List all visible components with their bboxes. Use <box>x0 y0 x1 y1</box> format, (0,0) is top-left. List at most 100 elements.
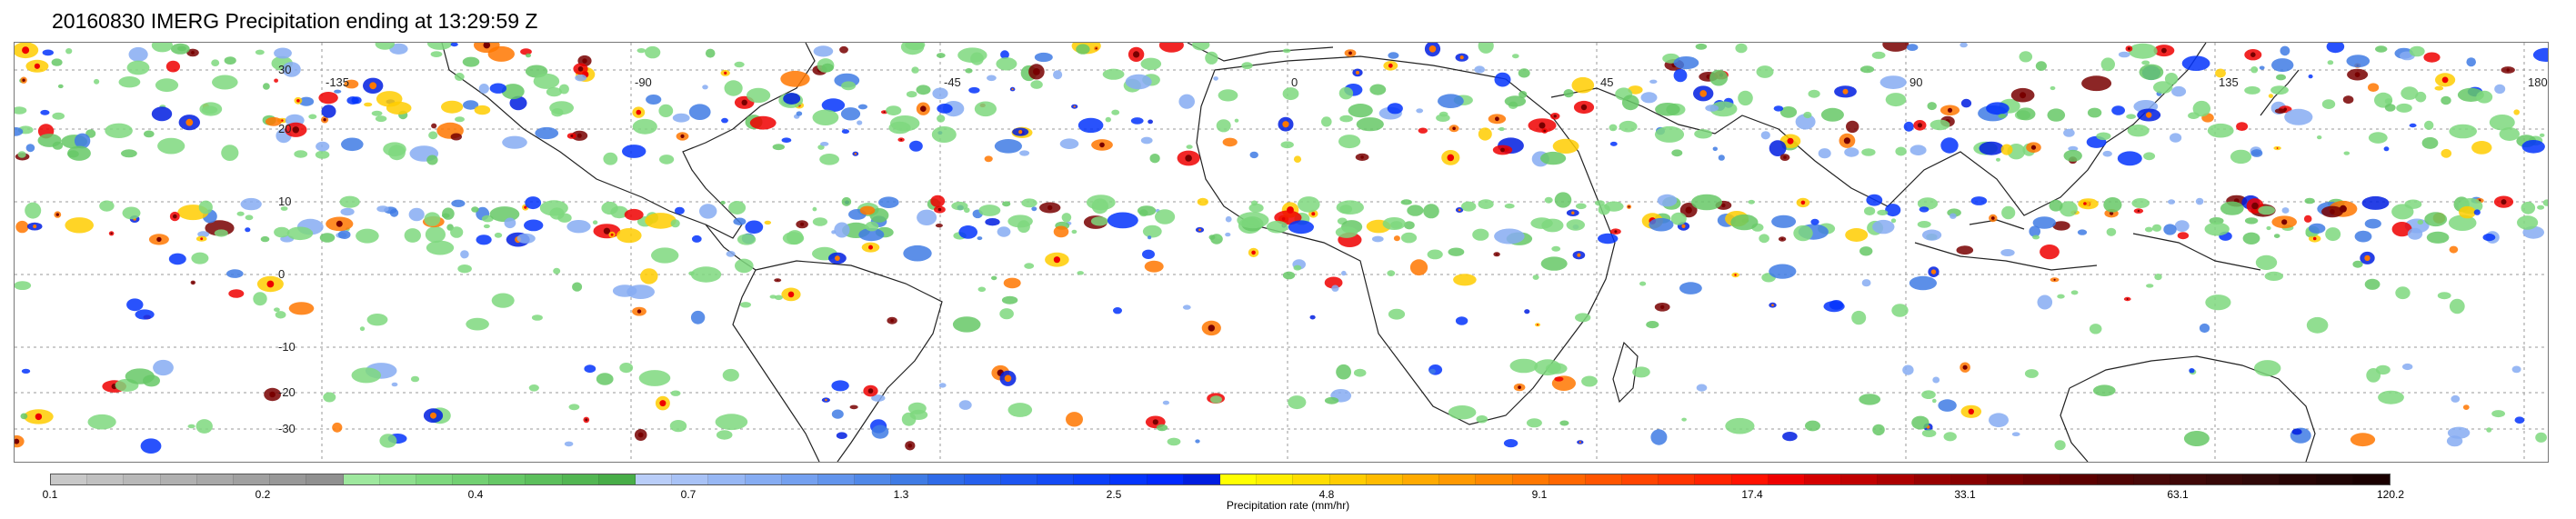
precipitation-cell <box>553 267 561 274</box>
precipitation-colorbar <box>50 474 2391 485</box>
precipitation-cell <box>1649 217 1674 232</box>
precipitation-cell <box>1782 432 1798 442</box>
precipitation-cell <box>1137 205 1157 216</box>
precipitation-cell <box>619 363 634 374</box>
precipitation-cell <box>970 52 984 65</box>
precipitation-cell <box>1448 247 1465 256</box>
precipitation-core <box>1033 68 1040 75</box>
colorbar-tick-label: 2.5 <box>1106 488 1122 501</box>
precipitation-cell <box>774 294 783 301</box>
precipitation-cell <box>2259 65 2265 70</box>
precipitation-cell <box>255 49 265 55</box>
precipitation-cell <box>1673 68 1688 83</box>
precipitation-cell <box>126 60 150 75</box>
precipitation-cell <box>1125 74 1152 90</box>
precipitation-cell <box>747 87 771 104</box>
precipitation-core <box>1360 155 1364 159</box>
precipitation-cell <box>564 441 574 447</box>
precipitation-cell <box>1030 80 1043 89</box>
precipitation-core <box>603 227 611 235</box>
precipitation-cell <box>658 104 674 117</box>
colorbar-segment <box>1074 474 1111 484</box>
precipitation-cell <box>1882 43 1909 52</box>
coastlines <box>441 43 2316 462</box>
precipitation-cell <box>812 206 817 212</box>
precipitation-cell <box>2514 416 2525 424</box>
precipitation-cell <box>575 74 587 82</box>
precipitation-cell <box>356 228 379 244</box>
precipitation-cell <box>1404 221 1415 230</box>
precipitation-cell <box>2449 298 2465 314</box>
precipitation-cell <box>987 75 997 82</box>
precipitation-cell <box>1348 104 1373 118</box>
precipitation-cell <box>890 115 920 132</box>
precipitation-cell <box>531 314 543 321</box>
precipitation-cell <box>1007 403 1033 417</box>
precipitation-cell <box>2434 85 2444 91</box>
precipitation-cell <box>151 43 173 53</box>
precipitation-cell <box>1113 307 1122 314</box>
precipitation-cell <box>1324 276 1343 289</box>
precipitation-core <box>1452 126 1456 131</box>
precipitation-cell <box>1478 43 1494 54</box>
precipitation-cell <box>2407 227 2423 240</box>
precipitation-cell <box>52 112 65 120</box>
precipitation-cell <box>2448 215 2477 231</box>
precipitation-core <box>2083 202 2087 205</box>
precipitation-cell <box>1282 87 1299 101</box>
precipitation-cell <box>1929 119 1950 131</box>
precipitation-core <box>890 318 894 323</box>
precipitation-cell <box>2364 278 2381 290</box>
precipitation-cell <box>2244 217 2259 225</box>
precipitation-core <box>1348 51 1352 55</box>
precipitation-cell <box>974 101 997 117</box>
colorbar-segment <box>891 474 928 484</box>
precipitation-core <box>1990 216 1995 220</box>
colorbar-segment <box>160 474 197 484</box>
precipitation-cell <box>1524 309 1530 314</box>
precipitation-cell <box>1393 235 1400 242</box>
colorbar-segment <box>2097 474 2134 484</box>
precipitation-cell <box>533 73 560 89</box>
precipitation-cell <box>520 48 532 55</box>
precipitation-cell <box>2303 215 2312 223</box>
precipitation-core <box>1282 121 1289 128</box>
precipitation-cell <box>2383 146 2390 152</box>
precipitation-cell <box>930 195 946 207</box>
precipitation-cell <box>1552 138 1579 154</box>
precipitation-core <box>192 281 195 284</box>
precipitation-cell <box>157 137 185 155</box>
precipitation-cell <box>1681 417 1687 422</box>
precipitation-cell <box>1756 65 1774 78</box>
precipitation-cell <box>781 137 792 143</box>
precipitation-cell <box>1604 201 1624 212</box>
precipitation-cell <box>2374 92 2393 108</box>
colorbar-segment <box>1000 474 1038 484</box>
colorbar-segment <box>343 474 380 484</box>
precipitation-core <box>1198 228 1201 232</box>
precipitation-cell <box>1654 125 1685 143</box>
precipitation-core <box>937 207 942 212</box>
precipitation-cell <box>337 230 351 239</box>
precipitation-cell <box>2100 57 2115 72</box>
precipitation-cell <box>121 149 137 158</box>
precipitation-cell <box>1803 111 1812 119</box>
precipitation-cell <box>1053 70 1063 80</box>
precipitation-cell <box>2535 432 2548 443</box>
precipitation-cell <box>857 104 868 110</box>
precipitation-core <box>1537 324 1539 326</box>
precipitation-core <box>33 225 37 229</box>
colorbar-segment <box>2060 474 2098 484</box>
precipitation-core <box>1800 200 1806 205</box>
precipitation-cell <box>323 392 336 403</box>
precipitation-cell <box>977 286 987 293</box>
precipitation-cell <box>25 202 42 219</box>
precipitation-cell <box>840 107 861 121</box>
precipitation-cell <box>282 62 301 77</box>
precipitation-cell <box>984 155 993 163</box>
colorbar-segment <box>1037 474 1075 484</box>
precipitation-cell <box>1428 368 1436 374</box>
precipitation-cell <box>787 230 804 245</box>
precipitation-cell <box>638 370 671 386</box>
precipitation-cell <box>2059 201 2078 217</box>
